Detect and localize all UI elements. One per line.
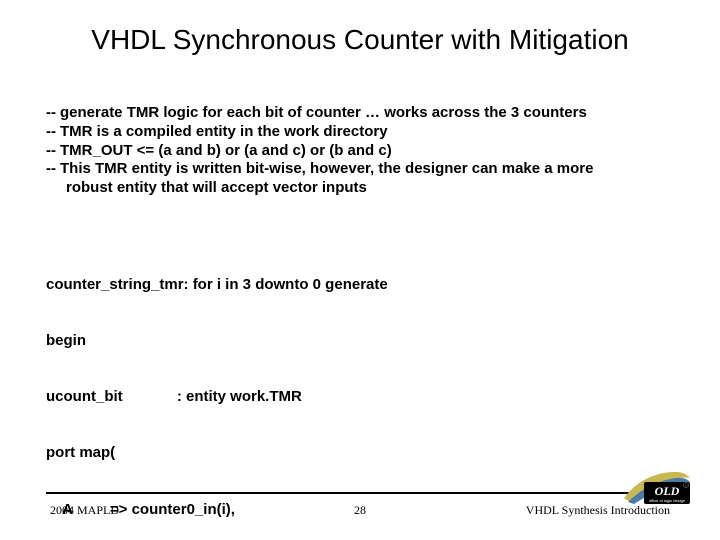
- slide-title: VHDL Synchronous Counter with Mitigation: [0, 24, 720, 56]
- code-line: begin: [46, 332, 686, 351]
- code-line: counter_string_tmr: for i in 3 downto 0 …: [46, 276, 686, 295]
- logo-icon: OLD office of logic design c: [622, 468, 692, 506]
- footer-divider: [46, 492, 674, 494]
- comment-dash: --: [46, 104, 60, 123]
- slide: VHDL Synchronous Counter with Mitigation…: [0, 0, 720, 540]
- logo-text-bottom: office of logic design: [649, 498, 685, 503]
- comment-line: -- generate TMR logic for each bit of co…: [46, 104, 686, 123]
- comment-block: -- generate TMR logic for each bit of co…: [46, 104, 686, 198]
- comment-dash: --: [46, 123, 60, 142]
- code-block: counter_string_tmr: for i in 3 downto 0 …: [46, 238, 686, 540]
- comment-line: -- TMR_OUT <= (a and b) or (a and c) or …: [46, 142, 686, 161]
- logo-text-top: OLD: [655, 484, 680, 498]
- comment-line: -- This TMR entity is written bit-wise, …: [46, 160, 686, 179]
- comment-dash: --: [46, 160, 60, 179]
- code-line: ucount_bit : entity work.TMR: [46, 388, 686, 407]
- comment-text: generate TMR logic for each bit of count…: [60, 104, 686, 123]
- comment-text: This TMR entity is written bit-wise, how…: [60, 160, 686, 179]
- comment-line: -- TMR is a compiled entity in the work …: [46, 123, 686, 142]
- comment-dash: --: [46, 142, 60, 161]
- code-line: port map(: [46, 444, 686, 463]
- comment-text: TMR is a compiled entity in the work dir…: [60, 123, 686, 142]
- comment-text: TMR_OUT <= (a and b) or (a and c) or (b …: [60, 142, 686, 161]
- comment-continuation: robust entity that will accept vector in…: [46, 179, 686, 198]
